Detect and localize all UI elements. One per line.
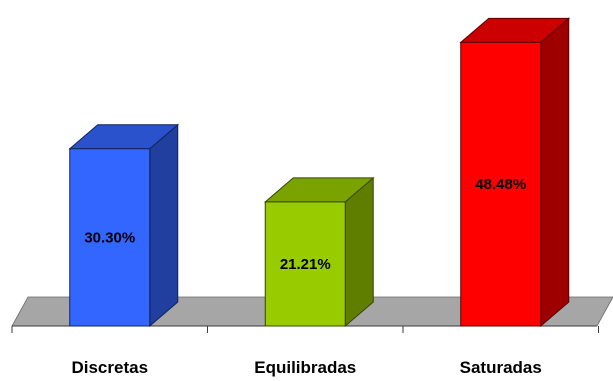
bar-side <box>149 123 179 328</box>
data-label-discretas: 30.30% <box>84 229 135 246</box>
bar-front <box>264 201 346 327</box>
bar-equilibradas <box>263 176 375 328</box>
bar-front <box>69 148 151 327</box>
category-labels-group: Discretas Equilibradas Saturadas <box>71 358 541 377</box>
category-label-saturadas: Saturadas <box>460 358 542 377</box>
category-label-discretas: Discretas <box>71 358 148 377</box>
x-axis-ticks <box>11 326 599 333</box>
data-label-equilibradas: 21.21% <box>280 256 331 273</box>
category-label-equilibradas: Equilibradas <box>254 358 356 377</box>
bars-group <box>68 17 571 328</box>
data-label-saturadas: 48.48% <box>475 176 526 193</box>
bar-side <box>344 176 374 328</box>
data-labels-group: 30.30% 21.21% 48.48% <box>84 176 526 273</box>
bar-saturadas <box>459 17 571 328</box>
bar-discretas <box>68 123 180 328</box>
bar-side <box>540 17 570 328</box>
bar-front <box>460 41 542 327</box>
